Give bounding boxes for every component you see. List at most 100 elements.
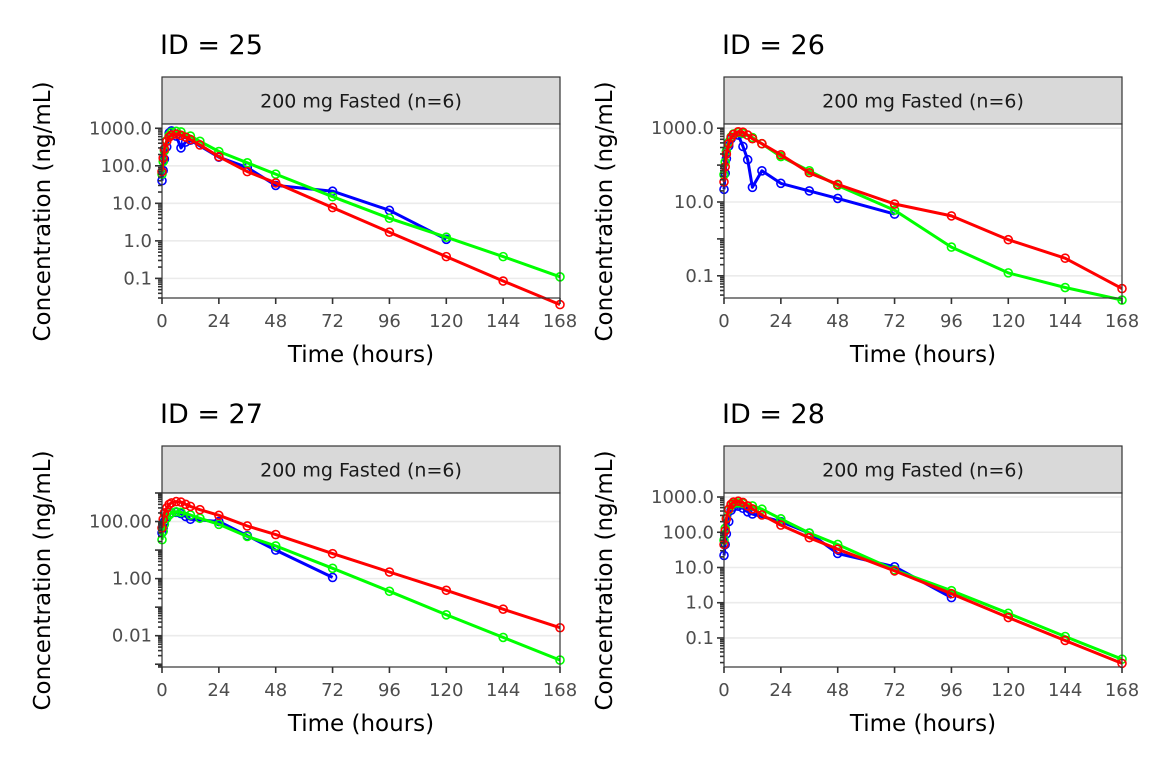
data-point — [1003, 268, 1014, 278]
data-point — [180, 499, 191, 510]
data-point — [723, 504, 734, 515]
data-point — [498, 632, 508, 643]
y-axis-title: Concentration (ng/mL) — [30, 450, 56, 710]
data-point — [441, 585, 452, 596]
data-point — [185, 134, 196, 145]
x-tick-label: 72 — [883, 311, 906, 332]
x-tick-label: 168 — [1105, 311, 1139, 332]
data-point — [832, 193, 843, 204]
data-point — [738, 127, 748, 137]
data-point — [889, 566, 900, 576]
data-point — [327, 191, 338, 202]
data-point — [176, 507, 186, 518]
data-point — [441, 251, 452, 262]
data-point — [757, 166, 767, 176]
data-point — [776, 178, 786, 189]
x-tick-label: 48 — [264, 680, 287, 701]
data-point — [242, 521, 253, 531]
facet-strip-label: 200 mg Fasted (n=6) — [822, 91, 1024, 113]
facet-strip — [161, 76, 561, 125]
data-point — [214, 151, 224, 162]
chart-svg: ID = 25 200 mg Fasted (n=6) 0.1 1.0 10.0 100.… — [30, 30, 577, 368]
facet-strip-label: 200 mg Fasted (n=6) — [822, 460, 1024, 482]
data-point — [171, 496, 182, 507]
x-tick-label: 120 — [429, 680, 463, 701]
data-point — [195, 140, 205, 150]
data-point — [327, 572, 338, 583]
y-tick-label: 1.0 — [685, 593, 714, 614]
data-point — [214, 510, 224, 521]
data-point — [1003, 234, 1014, 245]
x-tick-label: 120 — [991, 311, 1025, 332]
facet-strip-label: 200 mg Fasted (n=6) — [260, 91, 462, 113]
data-point — [946, 242, 957, 252]
x-tick-label: 96 — [378, 311, 401, 332]
x-tick-label: 72 — [321, 680, 344, 701]
data-point — [498, 276, 508, 286]
data-point — [270, 529, 281, 540]
x-tick-label: 168 — [543, 311, 577, 332]
data-point — [214, 519, 224, 530]
data-point — [166, 508, 177, 518]
data-point — [720, 525, 730, 536]
data-point — [270, 178, 281, 188]
data-point — [176, 130, 186, 141]
data-point — [242, 531, 253, 542]
plot-border — [723, 492, 1123, 668]
data-point — [327, 548, 338, 559]
facet-strip — [723, 445, 1123, 494]
data-point — [832, 544, 843, 555]
x-tick-label: 24 — [769, 680, 792, 701]
data-point — [384, 213, 395, 224]
chart-svg: ID = 27 200 mg Fasted (n=6) 0.01 1.00 100.00… — [30, 399, 577, 737]
data-point — [498, 604, 508, 614]
y-tick-label: 0.1 — [123, 268, 152, 289]
data-point — [327, 563, 338, 574]
series-line — [722, 499, 1123, 665]
chart-title: ID = 25 — [160, 30, 263, 61]
chart-panel: ID = 28 200 mg Fasted (n=6) 0.1 1.0 10.0 100.… — [562, 369, 1139, 753]
data-point — [832, 179, 843, 190]
data-point — [733, 126, 744, 137]
data-point — [158, 153, 168, 163]
x-tick-label: 120 — [991, 680, 1025, 701]
data-point — [158, 514, 168, 525]
y-tick-label: 0.01 — [112, 626, 152, 647]
y-tick-label: 0.1 — [685, 628, 714, 649]
data-point — [441, 232, 452, 243]
data-point — [742, 507, 753, 517]
x-axis-title: Time (hours) — [287, 711, 434, 737]
data-point — [728, 497, 739, 507]
data-point — [757, 138, 767, 149]
y-tick-label: 1000.0 — [651, 487, 714, 508]
plot-background — [162, 124, 560, 298]
x-tick-label: 168 — [1105, 680, 1139, 701]
data-point — [384, 227, 395, 238]
y-axis-title: Concentration (ng/mL) — [592, 450, 618, 710]
y-tick-label: 100.0 — [662, 522, 714, 543]
data-point — [742, 501, 753, 511]
data-point — [270, 541, 281, 551]
chart-svg: ID = 26 200 mg Fasted (n=6) 0.1 10.0 1000.0 0… — [592, 30, 1139, 368]
data-point — [176, 497, 186, 507]
plot-border — [723, 123, 1123, 299]
data-point — [1060, 253, 1070, 263]
x-tick-label: 144 — [1048, 680, 1082, 701]
y-tick-label: 1.0 — [123, 231, 152, 252]
data-point — [804, 167, 815, 178]
x-tick-label: 48 — [264, 311, 287, 332]
data-point — [171, 129, 182, 139]
facet-strip-label: 200 mg Fasted (n=6) — [260, 460, 462, 482]
x-tick-label: 96 — [378, 680, 401, 701]
data-point — [176, 143, 186, 153]
x-tick-label: 144 — [486, 680, 520, 701]
data-point — [384, 586, 395, 597]
data-point — [946, 588, 957, 599]
data-point — [180, 132, 191, 142]
x-tick-label: 24 — [207, 680, 230, 701]
data-point — [804, 186, 815, 196]
data-point — [776, 520, 786, 530]
data-point — [1060, 635, 1070, 646]
data-point — [738, 141, 748, 152]
